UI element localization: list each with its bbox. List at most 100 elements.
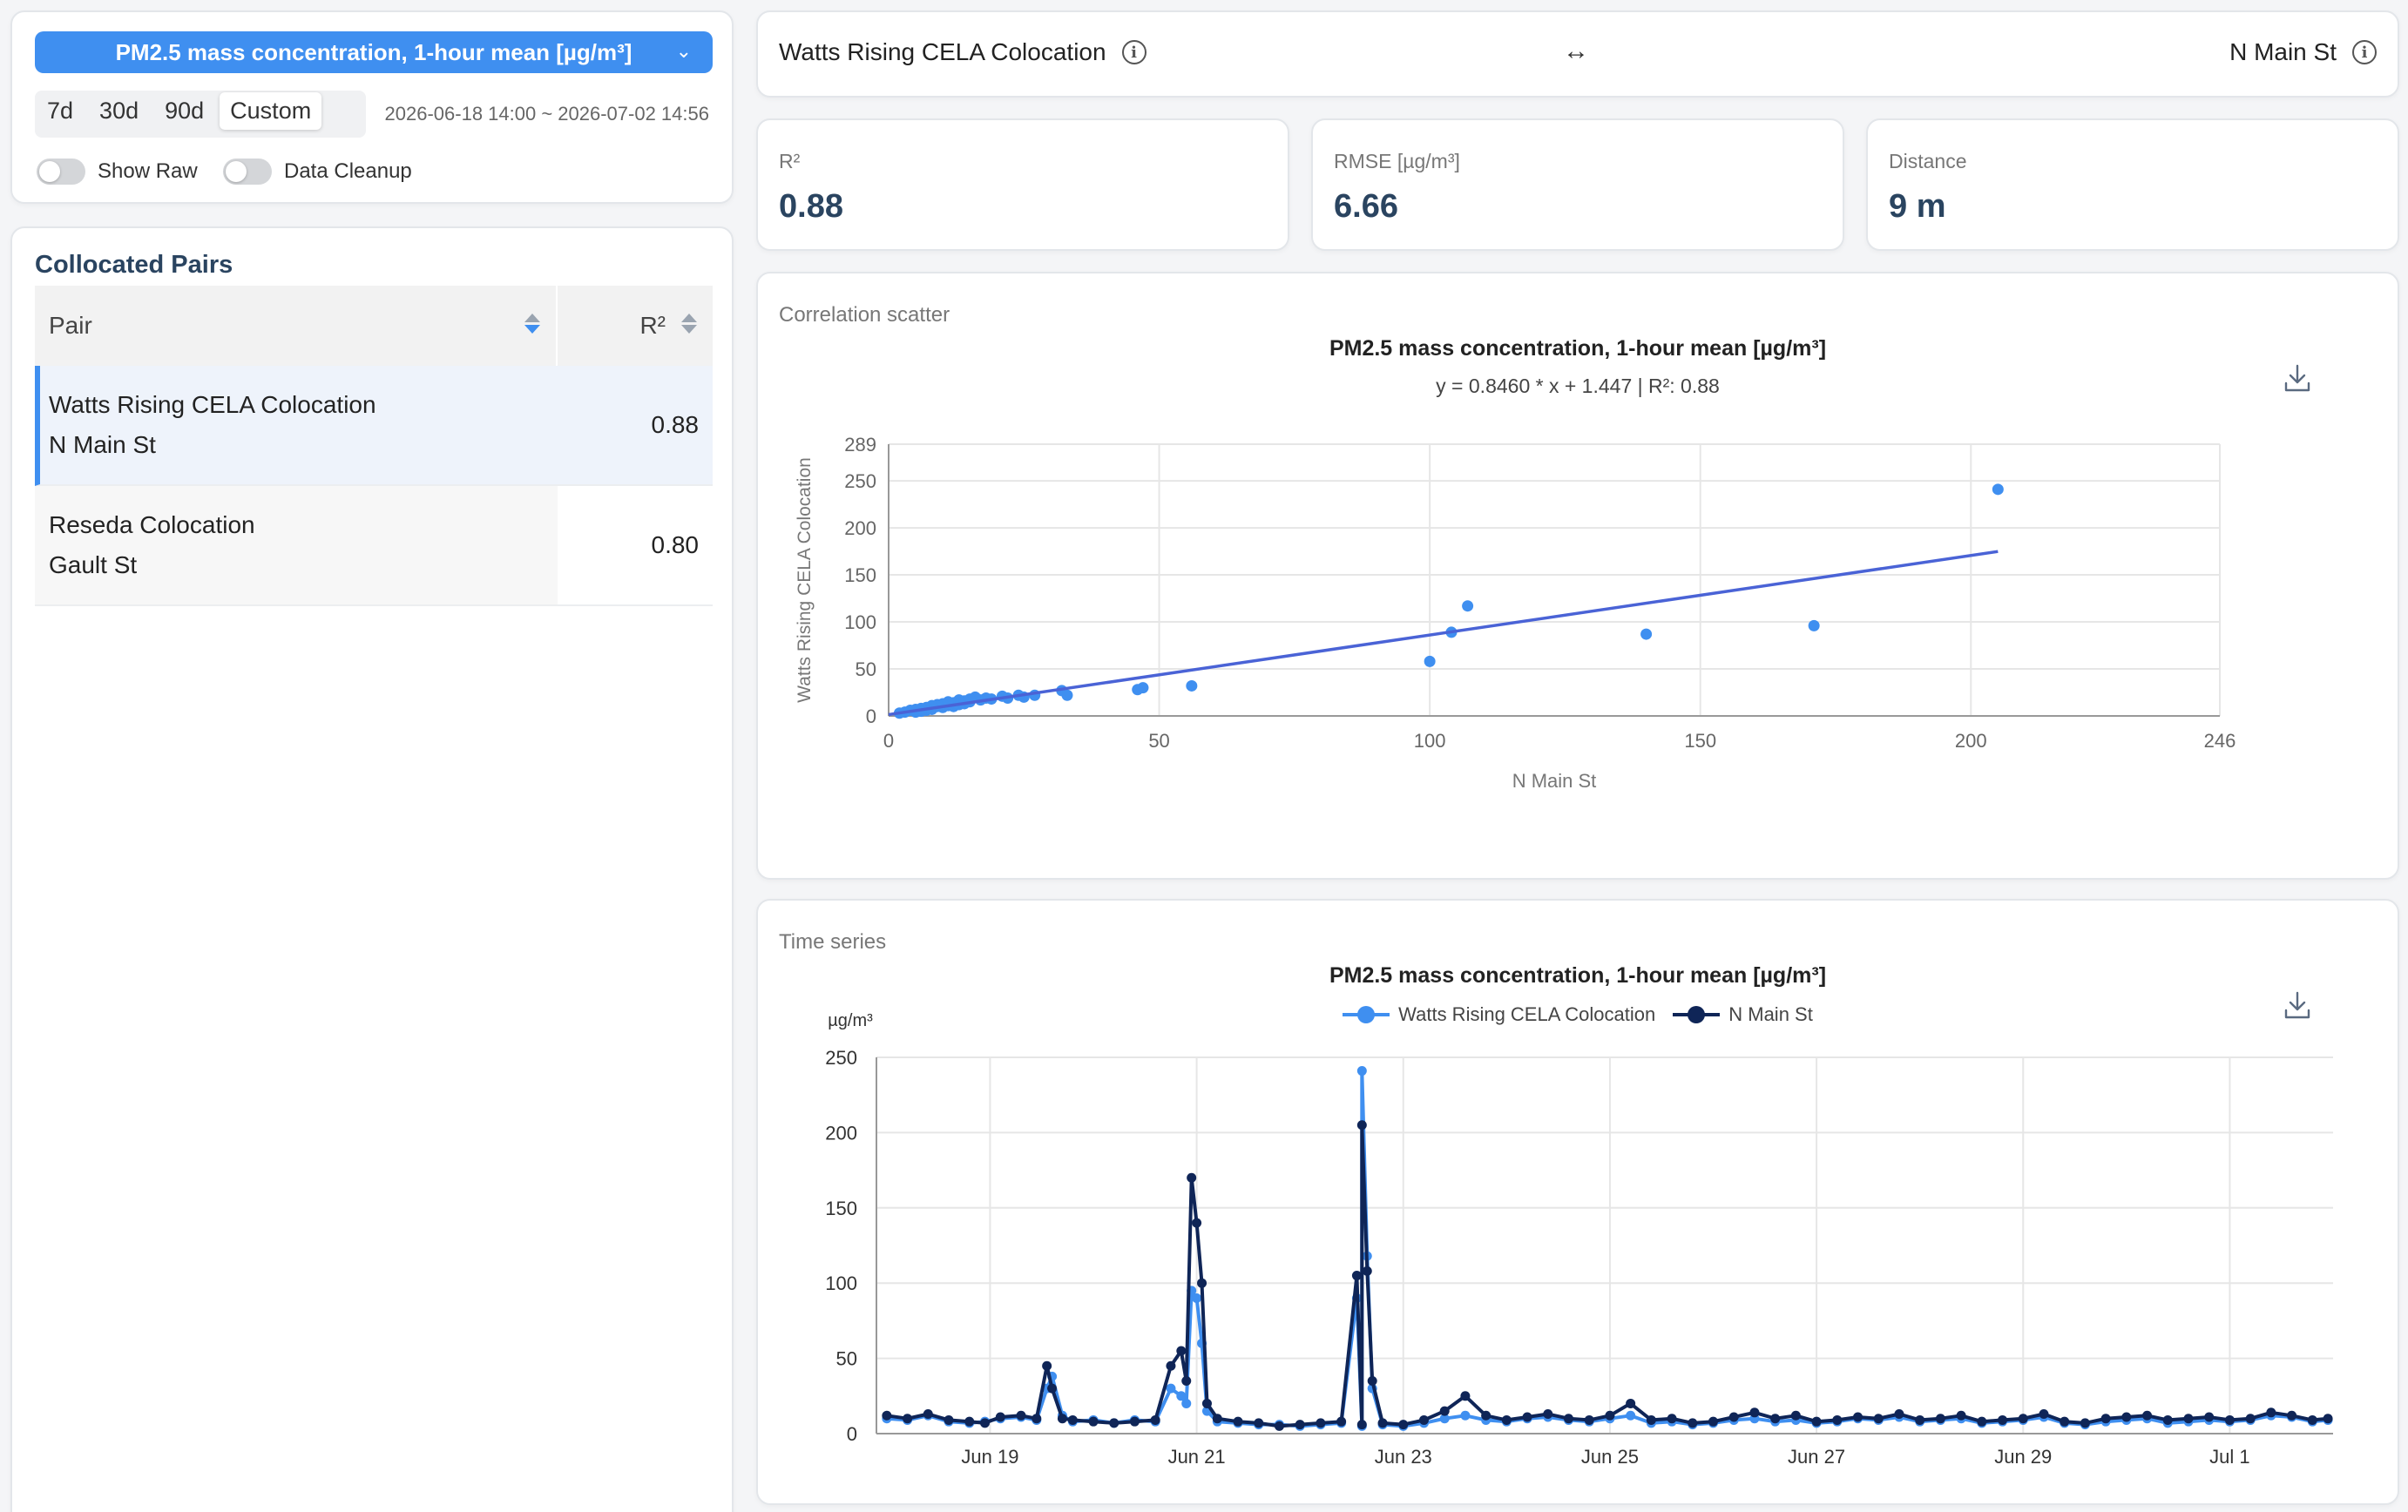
series-b-point [1201,1398,1212,1408]
site-b-name: N Main St [2229,38,2337,65]
date-range-display[interactable]: 2026-06-18 14:00 ~ 2026-07-02 14:56 [384,103,709,125]
sort-icon[interactable] [681,314,697,334]
sort-icon[interactable] [524,314,540,334]
data-cleanup-toggle[interactable] [223,159,272,185]
series-b-point [1166,1360,1176,1371]
pair-cell: Watts Rising CELA Colocation N Main St [40,366,563,484]
series-b-point [1749,1407,1760,1418]
series-b-point [1481,1410,1491,1421]
scatter-chart: 0 50 100 150 200 246 0 50 100 150 200 250 289 N Main … [795,434,2236,792]
series-b-point [1853,1412,1863,1422]
pair-site-b: N Main St [49,431,156,458]
controls-card: PM2.5 mass concentration, 1-hour mean [µ… [10,10,734,204]
series-b-point [2100,1414,2111,1424]
series-b-point [2287,1410,2297,1421]
series-b-point [1316,1418,1326,1428]
series-b-point [1998,1414,2008,1425]
series-b-point [1254,1418,1264,1428]
series-b-point [1016,1410,1026,1421]
series-b-point [1187,1172,1197,1183]
series-b-point [1356,1120,1367,1131]
chevron-down-icon: ⌄ [675,40,692,62]
series-b-point [1915,1414,1925,1425]
timeseries-chart: 0 50 100 150 200 250 Jun 19 Jun 21 Jun 23 Jun 25 J… [825,1011,2333,1468]
stat-label: RMSE [µg/m³] [1334,150,1460,172]
table-row[interactable]: Reseda Colocation Gault St 0.80 [35,486,713,606]
download-icon[interactable] [2283,362,2312,394]
series-b-point [903,1414,913,1424]
show-raw-toggle[interactable] [37,159,85,185]
series-b-point [2142,1410,2153,1421]
scatter-point [1808,619,1820,631]
data-cleanup-row: Data Cleanup [223,159,412,185]
series-a-point [1460,1410,1471,1421]
table-row[interactable]: Watts Rising CELA Colocation N Main St 0… [35,366,713,486]
scatter-point [1186,679,1198,692]
show-raw-row: Show Raw [37,159,198,185]
legend-item-series-b[interactable]: N Main St [1673,1003,1813,1026]
site-a-header: Watts Rising CELA Colocation i [779,38,1147,66]
series-b-point [1563,1414,1573,1424]
series-b-point [1626,1398,1636,1408]
pair-site-a: Reseda Colocation [49,511,255,538]
series-b-point [1688,1418,1698,1428]
x-tick-label: 100 [1414,730,1446,752]
series-b-point [1605,1410,1615,1421]
x-tick-label: Jun 29 [1994,1446,2052,1468]
metric-select[interactable]: PM2.5 mass concentration, 1-hour mean [µ… [35,31,713,73]
series-b-point [1362,1266,1372,1276]
series-b-point [1439,1406,1450,1416]
series-b-point [2039,1409,2049,1420]
series-b-point [1770,1414,1781,1424]
x-tick-label: 50 [1148,730,1169,752]
series-b-point [1109,1418,1119,1428]
range-custom-button[interactable]: Custom [220,92,322,130]
series-b-point [1398,1420,1409,1430]
site-b-header: N Main St i [2229,38,2377,66]
series-b-point [1977,1416,1987,1427]
series-b-point [1832,1414,1843,1425]
series-b-point [2018,1414,2028,1424]
x-tick-label: 0 [883,730,894,752]
y-tick-label: 250 [844,470,876,492]
column-header-pair-label: Pair [49,312,92,339]
stat-label: Distance [1889,150,1967,172]
site-a-name: Watts Rising CELA Colocation [779,38,1106,65]
series-b-point [1042,1360,1052,1371]
range-90d-button[interactable]: 90d [154,92,214,130]
series-b-point [923,1409,933,1420]
pair-cell: Reseda Colocation Gault St [35,486,558,604]
x-tick-label: Jun 25 [1581,1446,1639,1468]
scatter-point [1462,600,1474,612]
series-b-point [1057,1414,1067,1424]
series-b-point [1501,1414,1512,1425]
range-30d-button[interactable]: 30d [89,92,149,130]
x-tick-label: Jul 1 [2209,1446,2249,1468]
series-a-point [1439,1414,1450,1424]
series-b-point [1418,1414,1429,1425]
range-7d-button[interactable]: 7d [37,92,84,130]
series-b-point [1067,1414,1078,1425]
column-header-r2[interactable]: R² [558,286,713,366]
info-icon[interactable]: i [2352,40,2377,64]
stat-card-distance: Distance 9 m [1866,118,2399,251]
pairs-title: Collocated Pairs [35,251,233,279]
pairs-card: Collocated Pairs Pair R² Watts Rising CE… [10,226,734,1512]
series-b-point [944,1414,954,1425]
series-b-point [1351,1271,1362,1281]
y-axis-label: Watts Rising CELA Colocation [795,457,815,703]
stat-card-r2: R² 0.88 [756,118,1289,251]
series-b-point [1336,1416,1347,1427]
series-b-point [1790,1410,1801,1421]
y-tick-label: 50 [856,658,876,680]
legend-item-series-a[interactable]: Watts Rising CELA Colocation [1343,1003,1655,1026]
series-b-point [1150,1414,1160,1425]
download-icon[interactable] [2283,989,2312,1021]
series-b-point [964,1416,975,1427]
info-icon[interactable]: i [1121,40,1147,64]
x-tick-label: Jun 19 [961,1446,1018,1468]
series-b-point [980,1418,991,1428]
scatter-point [1640,628,1653,640]
column-header-pair[interactable]: Pair [35,286,558,366]
stat-value: 0.88 [779,188,843,225]
